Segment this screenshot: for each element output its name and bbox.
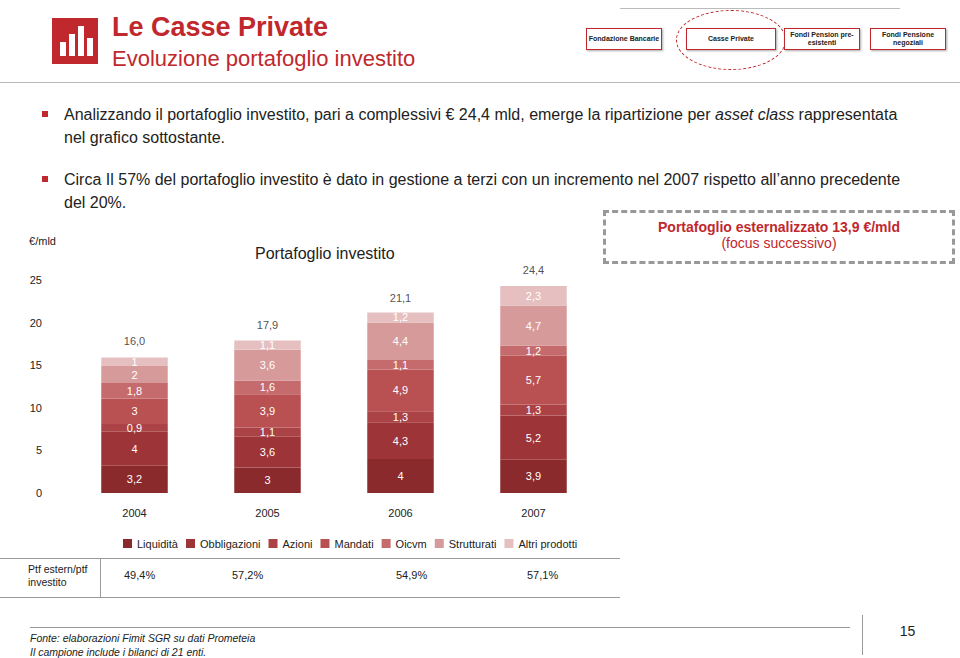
svg-text:1,1: 1,1 bbox=[260, 426, 275, 438]
svg-text:Azioni: Azioni bbox=[283, 538, 313, 550]
html-text:Le Casse Private: Le Casse Private bbox=[112, 12, 329, 42]
svg-text:16,0: 16,0 bbox=[124, 335, 145, 347]
html-text:Fondazione Bancarie: Fondazione Bancarie bbox=[588, 35, 660, 42]
svg-text:2004: 2004 bbox=[122, 507, 146, 519]
svg-text:Liquidità: Liquidità bbox=[137, 538, 179, 550]
svg-text:21,1: 21,1 bbox=[390, 292, 411, 304]
svg-text:0: 0 bbox=[36, 487, 42, 499]
svg-text:5,7: 5,7 bbox=[526, 374, 541, 386]
svg-text:Portafoglio investito: Portafoglio investito bbox=[255, 245, 395, 262]
svg-text:1,6: 1,6 bbox=[260, 381, 275, 393]
html-text:Ptf estern/ptf investito: Ptf estern/ptf investito bbox=[28, 563, 88, 588]
svg-text:3,9: 3,9 bbox=[260, 405, 275, 417]
svg-text:1,8: 1,8 bbox=[127, 385, 142, 397]
svg-text:10: 10 bbox=[30, 402, 42, 414]
html-text:15: 15 bbox=[899, 623, 916, 639]
html-text:Analizzando il portafoglio inv: Analizzando il portafoglio investito, pa… bbox=[64, 106, 898, 146]
svg-text:2007: 2007 bbox=[521, 507, 545, 519]
svg-text:Altri prodotti: Altri prodotti bbox=[518, 538, 577, 550]
svg-text:5,2: 5,2 bbox=[526, 432, 541, 444]
html-text:Fondi Pension pre- esistenti: Fondi Pension pre- esistenti bbox=[790, 31, 854, 46]
svg-text:1: 1 bbox=[131, 356, 137, 368]
html-text:49,4%: 49,4% bbox=[124, 569, 156, 581]
svg-text:15: 15 bbox=[30, 359, 42, 371]
svg-text:1,1: 1,1 bbox=[393, 359, 408, 371]
svg-text:3,6: 3,6 bbox=[260, 359, 275, 371]
svg-text:2,3: 2,3 bbox=[526, 290, 541, 302]
html-text:Il campione include i bilanci: Il campione include i bilanci di 21 enti… bbox=[30, 646, 207, 658]
svg-text:17,9: 17,9 bbox=[257, 319, 278, 331]
svg-text:0,9: 0,9 bbox=[127, 422, 142, 434]
svg-text:4,7: 4,7 bbox=[526, 320, 541, 332]
svg-text:3,6: 3,6 bbox=[260, 446, 275, 458]
svg-text:Mandati: Mandati bbox=[334, 538, 373, 550]
html-text:Evoluzione portafoglio investi: Evoluzione portafoglio investito bbox=[112, 46, 416, 71]
svg-text:3,9: 3,9 bbox=[526, 470, 541, 482]
svg-text:1,1: 1,1 bbox=[260, 339, 275, 351]
svg-text:Oicvm: Oicvm bbox=[396, 538, 427, 550]
svg-text:4,9: 4,9 bbox=[393, 384, 408, 396]
svg-text:Strutturati: Strutturati bbox=[449, 538, 497, 550]
svg-text:1,2: 1,2 bbox=[526, 345, 541, 357]
svg-text:20: 20 bbox=[30, 317, 42, 329]
html-text:Circa Il 57% del portafoglio i: Circa Il 57% del portafoglio investito è… bbox=[64, 171, 901, 211]
svg-text:4,4: 4,4 bbox=[393, 335, 408, 347]
svg-text:2: 2 bbox=[131, 369, 137, 381]
svg-text:4: 4 bbox=[131, 443, 137, 455]
svg-text:5: 5 bbox=[36, 444, 42, 456]
html-text:57,2%: 57,2% bbox=[232, 569, 264, 581]
html-text:54,9%: 54,9% bbox=[396, 569, 428, 581]
svg-text:1,3: 1,3 bbox=[526, 404, 541, 416]
svg-text:25: 25 bbox=[30, 274, 42, 286]
svg-text:24,4: 24,4 bbox=[523, 264, 544, 276]
svg-text:2005: 2005 bbox=[255, 507, 279, 519]
svg-text:3,2: 3,2 bbox=[127, 473, 142, 485]
svg-text:€/mld: €/mld bbox=[29, 235, 56, 247]
svg-text:2006: 2006 bbox=[388, 507, 412, 519]
svg-text:4,3: 4,3 bbox=[393, 435, 408, 447]
svg-text:1,2: 1,2 bbox=[393, 311, 408, 323]
svg-text:4: 4 bbox=[397, 470, 403, 482]
svg-text:1,3: 1,3 bbox=[393, 411, 408, 423]
svg-text:3: 3 bbox=[131, 405, 137, 417]
html-text:Portafoglio esternalizzato 13,: Portafoglio esternalizzato 13,9 €/mld bbox=[658, 219, 900, 235]
html-text:Fondi Pensione negoziali: Fondi Pensione negoziali bbox=[881, 31, 935, 46]
html-text:Fonte: elaborazioni Fimit SGR: Fonte: elaborazioni Fimit SGR su dati Pr… bbox=[30, 632, 256, 644]
svg-text:3: 3 bbox=[264, 474, 270, 486]
html-text:(focus successivo): (focus successivo) bbox=[721, 235, 837, 251]
html-text:57,1%: 57,1% bbox=[527, 569, 559, 581]
svg-text:Obbligazioni: Obbligazioni bbox=[200, 538, 261, 550]
html-text:Casse Private: Casse Private bbox=[708, 35, 754, 42]
